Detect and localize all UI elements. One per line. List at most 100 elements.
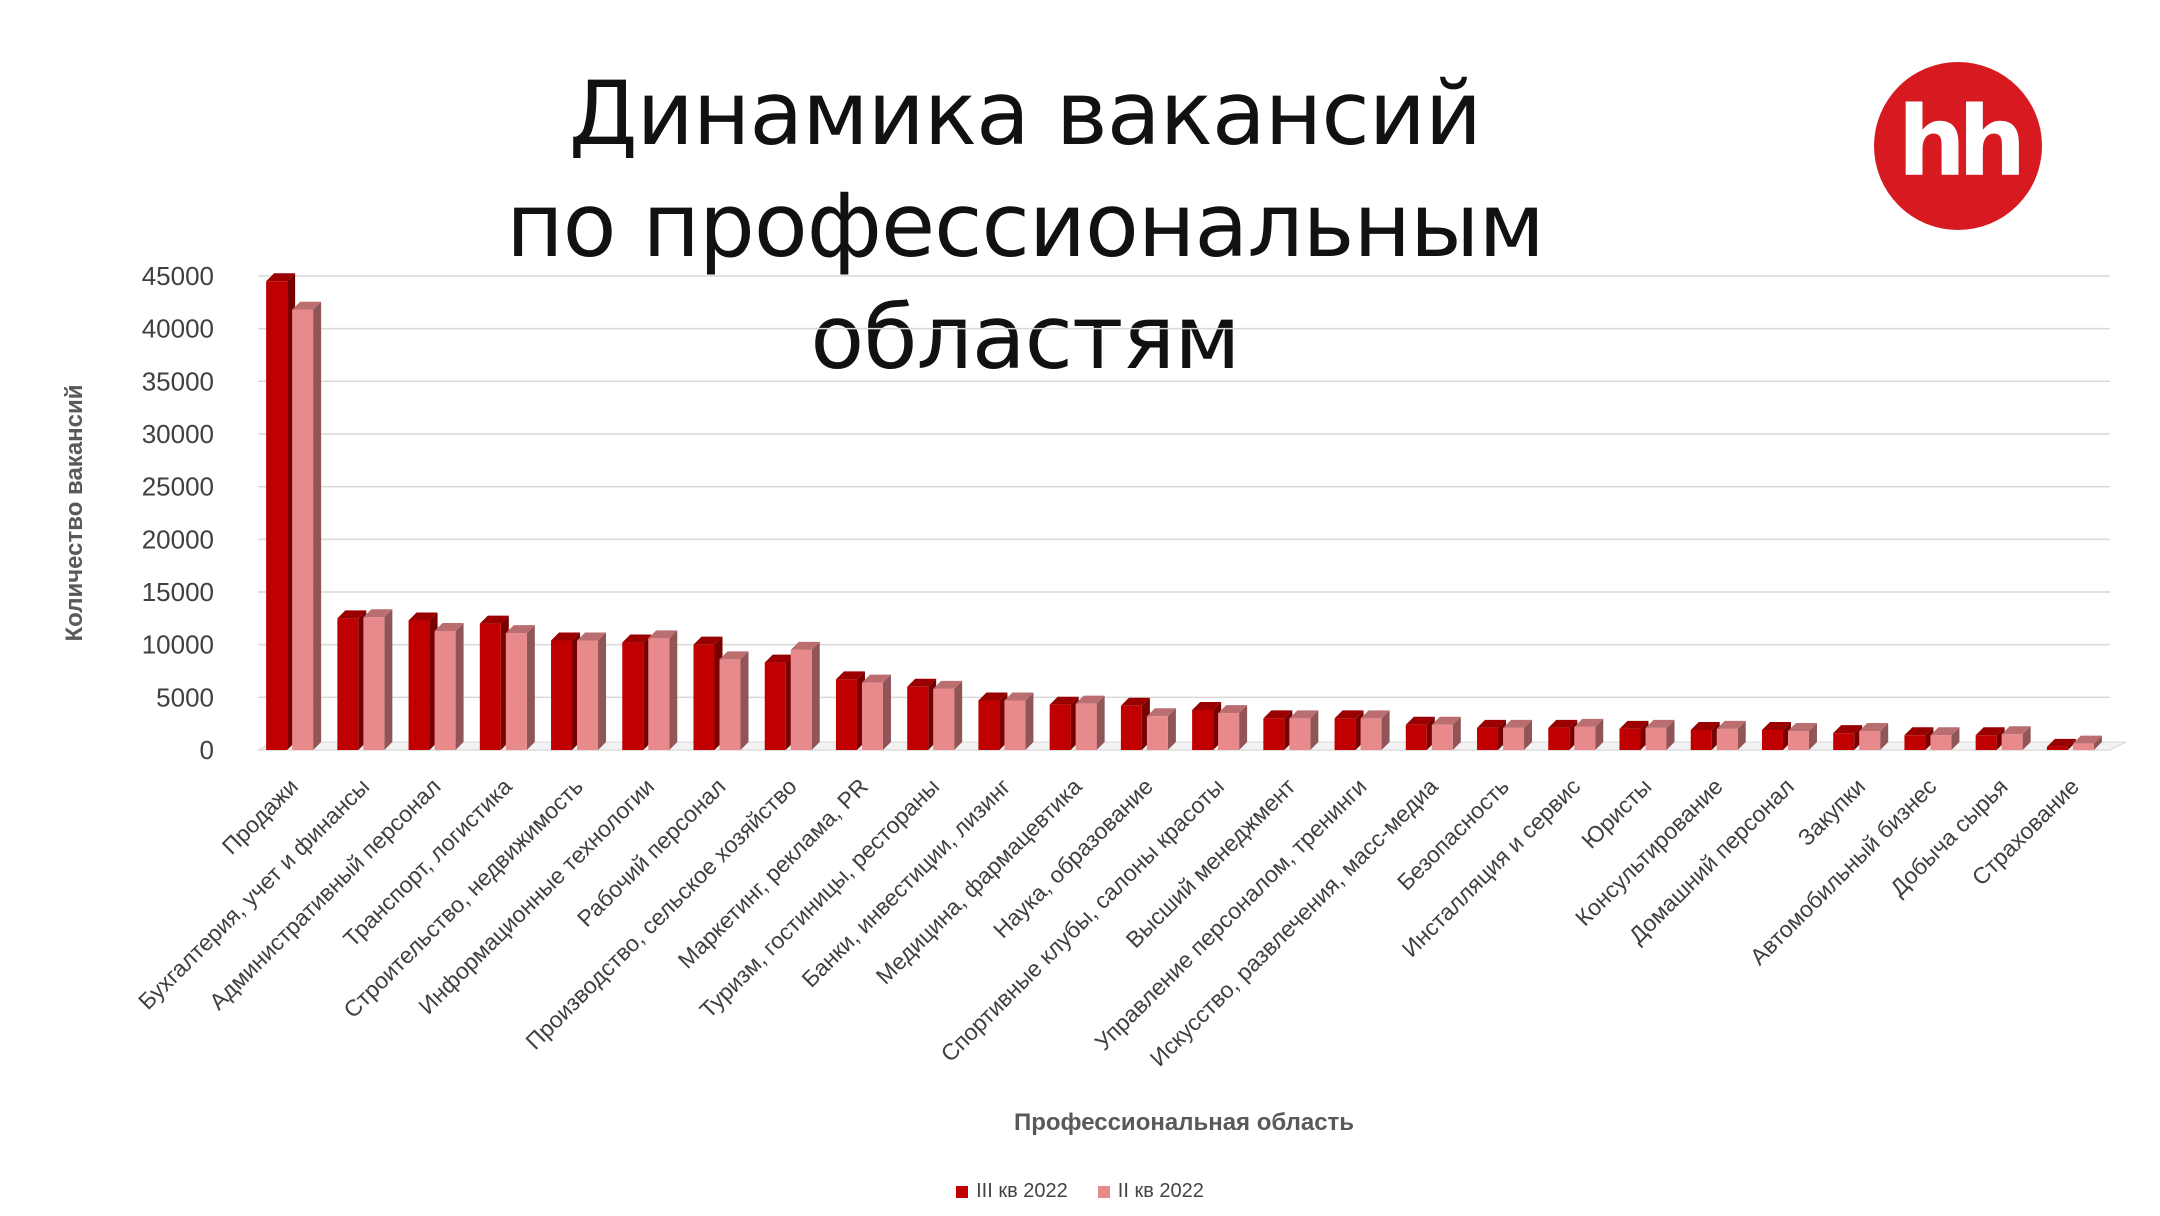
bar-front — [1334, 718, 1356, 750]
bar-series-2 — [719, 651, 749, 750]
bar-front — [648, 638, 670, 750]
bar-series-2 — [1004, 692, 1034, 750]
bar-side — [2067, 738, 2076, 750]
y-tick-label: 35000 — [142, 366, 214, 396]
bar-front — [1574, 726, 1596, 750]
bar-top — [1930, 727, 1960, 736]
bar-front — [1904, 735, 1926, 750]
bar-front — [719, 659, 741, 750]
bar-top — [2072, 735, 2102, 744]
chart-title: Динамика вакансий по профессиональным об… — [300, 58, 1750, 394]
legend-item-series-1: III кв 2022 — [956, 1180, 1068, 1203]
bar-side — [1737, 720, 1746, 750]
bar-side — [1381, 710, 1390, 750]
bar-top — [861, 674, 891, 683]
bar-front — [907, 686, 929, 750]
hh-logo: hh — [1874, 62, 2042, 230]
bar-series-2 — [1360, 710, 1390, 750]
bar-series-1 — [1049, 696, 1079, 750]
bar-front — [1716, 728, 1738, 750]
bar-side — [2093, 735, 2102, 750]
bar-top — [764, 654, 794, 663]
legend-label-series-2: II кв 2022 — [1117, 1180, 1204, 1202]
bar-front — [551, 640, 573, 750]
y-axis-title: Количество вакансий — [61, 384, 88, 641]
bar-side — [1096, 695, 1105, 750]
bar-top — [1360, 710, 1390, 719]
bar-top — [1431, 716, 1461, 725]
bar-series-1 — [1904, 727, 1934, 750]
bar-series-1 — [835, 671, 865, 750]
bar-series-2 — [1146, 708, 1176, 750]
bar-series-1 — [408, 612, 438, 750]
y-tick-label: 40000 — [142, 314, 214, 344]
bar-side — [1452, 716, 1461, 750]
bar-front — [1761, 729, 1783, 750]
bar-side — [1996, 727, 2005, 750]
bar-top — [1975, 727, 2005, 736]
bar-top — [1859, 723, 1889, 732]
bar-top — [1716, 720, 1746, 729]
bar-front — [1049, 704, 1071, 750]
bar-front — [505, 633, 527, 750]
bar-series-2 — [2001, 726, 2031, 750]
bar-side — [598, 632, 607, 750]
bar-top — [1334, 710, 1364, 719]
bar-series-1 — [551, 632, 581, 750]
bar-front — [861, 682, 883, 750]
bar-side — [1951, 727, 1960, 750]
bar-series-1 — [1619, 720, 1649, 750]
bar-front — [2001, 734, 2023, 750]
bar-series-1 — [1405, 716, 1435, 750]
bar-side — [1880, 723, 1889, 750]
bar-series-1 — [907, 678, 937, 750]
bar-series-2 — [1289, 710, 1319, 750]
bar-top — [434, 622, 464, 631]
bar-series-1 — [978, 692, 1008, 750]
bar-top — [1004, 692, 1034, 701]
bar-top — [363, 609, 393, 618]
bar-side — [313, 301, 322, 750]
bar-side — [740, 651, 749, 750]
y-tick-label: 45000 — [142, 261, 214, 291]
bar-top — [1619, 720, 1649, 729]
bar-side — [1310, 710, 1319, 750]
bar-series-2 — [1431, 716, 1461, 750]
bar-top — [1192, 701, 1222, 710]
bar-front — [1690, 729, 1712, 750]
bar-top — [1690, 721, 1720, 730]
bar-series-2 — [363, 609, 393, 750]
bar-top — [1548, 719, 1578, 728]
bar-series-1 — [622, 634, 652, 750]
bar-front — [577, 640, 599, 750]
bar-front — [1975, 735, 1997, 750]
bar-series-2 — [1218, 705, 1248, 750]
bar-front — [1503, 727, 1525, 750]
bar-front — [1787, 731, 1809, 750]
bar-front — [1859, 731, 1881, 750]
legend-swatch-series-2 — [1097, 1185, 1110, 1198]
bar-front — [2072, 743, 2094, 750]
bar-series-1 — [1192, 701, 1222, 750]
bar-front — [1289, 718, 1311, 750]
bar-series-1 — [1975, 727, 2005, 750]
bar-series-1 — [1833, 725, 1863, 750]
bar-top — [933, 680, 963, 689]
bar-series-1 — [1761, 721, 1791, 750]
y-tick-label: 15000 — [142, 577, 214, 607]
bar-top — [648, 630, 678, 639]
bar-top — [266, 273, 296, 282]
bar-side — [384, 609, 393, 750]
bar-front — [693, 644, 715, 750]
bar-series-2 — [1716, 720, 1746, 750]
bar-front — [622, 642, 644, 750]
bar-front — [764, 662, 786, 750]
bar-front — [1075, 703, 1097, 750]
bar-front — [292, 309, 314, 750]
bar-front — [266, 281, 288, 750]
bar-series-2 — [1787, 723, 1817, 750]
bar-series-1 — [337, 610, 367, 750]
y-tick-label: 25000 — [142, 472, 214, 502]
bar-front — [1645, 727, 1667, 750]
bar-front — [1218, 713, 1240, 750]
